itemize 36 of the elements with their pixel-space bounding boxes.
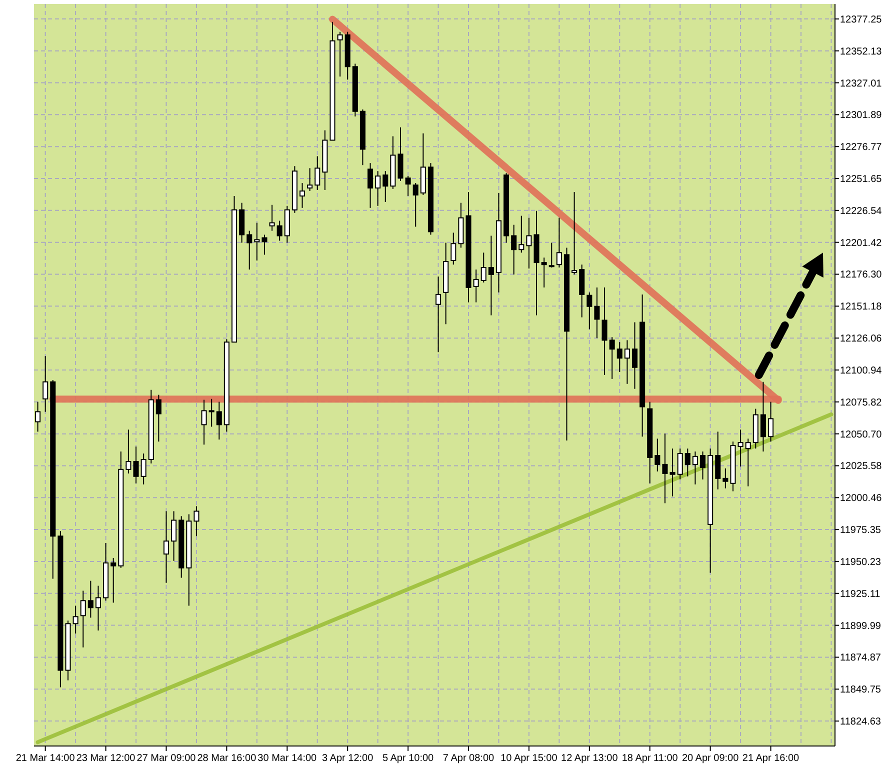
y-tick-label: 12151.18 (840, 302, 882, 313)
y-tick-label: 12075.82 (840, 397, 882, 408)
x-tick-label: 21 Mar 14:00 (16, 753, 76, 764)
x-tick-label: 20 Apr 09:00 (682, 753, 740, 764)
y-tick-label: 12176.30 (840, 270, 882, 281)
y-tick-label: 12226.54 (840, 206, 882, 217)
y-tick-label: 12050.70 (840, 429, 882, 440)
y-tick-label: 12025.58 (840, 461, 882, 472)
y-tick-label: 11849.75 (840, 684, 882, 696)
x-tick-label: 21 Apr 16:00 (742, 753, 800, 764)
x-tick-label: 27 Mar 09:00 (136, 753, 196, 764)
y-tick-label: 11874.87 (840, 652, 882, 664)
x-tick-label: 5 Apr 10:00 (382, 753, 434, 764)
y-tick-label: 12000.46 (840, 493, 882, 504)
y-tick-label: 11925.11 (840, 588, 881, 600)
y-tick-label: 12126.06 (840, 334, 882, 345)
x-tick-label: 7 Apr 08:00 (442, 753, 495, 764)
y-tick-label: 12301.89 (840, 110, 882, 122)
y-tick-label: 12100.94 (840, 365, 882, 376)
x-tick-label: 23 Mar 12:00 (76, 753, 136, 764)
x-tick-label: 3 Apr 12:00 (322, 753, 374, 764)
x-tick-label: 28 Mar 16:00 (197, 753, 257, 764)
x-tick-label: 12 Apr 13:00 (561, 753, 618, 764)
y-tick-label: 12352.13 (840, 46, 882, 58)
y-tick-label: 12377.25 (840, 14, 882, 26)
y-tick-label: 11975.35 (840, 525, 882, 536)
x-tick-label: 30 Mar 14:00 (258, 753, 318, 764)
y-tick-label: 12327.01 (840, 78, 882, 90)
y-tick-label: 11950.23 (840, 556, 882, 568)
y-tick-label: 12276.77 (840, 142, 882, 154)
x-tick-label: 18 Apr 11:00 (622, 753, 678, 764)
y-tick-label: 12251.65 (840, 174, 882, 186)
x-tick-label: 10 Apr 15:00 (500, 753, 558, 764)
y-tick-label: 11824.63 (840, 716, 882, 728)
y-tick-label: 11899.99 (840, 620, 882, 632)
y-tick-label: 12201.42 (840, 238, 882, 249)
